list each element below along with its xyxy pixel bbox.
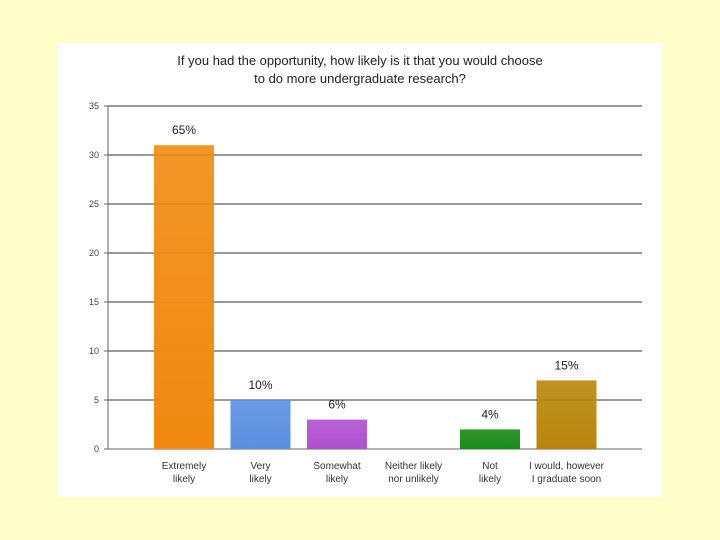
x-category-label: Extremely likely — [161, 461, 207, 485]
data-label: 15% — [554, 358, 578, 372]
chart-panel: If you had the opportunity, how likely i… — [58, 43, 662, 497]
bar — [230, 400, 291, 449]
x-category-label: Neither likely nor unlikely — [384, 461, 443, 485]
y-tick-label: 15 — [89, 297, 99, 307]
x-category-label: Not likely — [478, 461, 502, 485]
y-tick-label: 35 — [89, 101, 99, 111]
y-tick-label: 30 — [89, 150, 99, 160]
chart-title-line-1: If you had the opportunity, how likely i… — [177, 53, 543, 68]
y-tick-label: 10 — [89, 346, 99, 356]
bar — [307, 419, 367, 449]
bar — [536, 380, 597, 449]
y-tick-label: 5 — [94, 395, 99, 405]
bar — [460, 429, 520, 449]
y-tick-label: 25 — [89, 199, 99, 209]
bar-chart: 0 5 10 15 20 25 30 35 65% 10% 6% 4% 15% — [89, 101, 642, 454]
data-label: 65% — [172, 123, 196, 137]
x-category-label: Somewhat likely — [313, 461, 361, 485]
x-category-label: Very likely — [249, 461, 272, 485]
x-category-label: I would, however I graduate soon — [528, 461, 605, 485]
bar-layer — [154, 145, 597, 449]
y-tick-label: 0 — [94, 444, 99, 454]
data-label-layer: 65% 10% 6% 4% 15% — [172, 123, 579, 421]
chart-title-line-2: to do more undergraduate research? — [254, 71, 466, 86]
data-label: 4% — [481, 407, 499, 421]
data-label: 6% — [328, 398, 346, 412]
bar — [154, 145, 214, 449]
data-label: 10% — [248, 378, 272, 392]
y-tick-label: 20 — [89, 248, 99, 258]
